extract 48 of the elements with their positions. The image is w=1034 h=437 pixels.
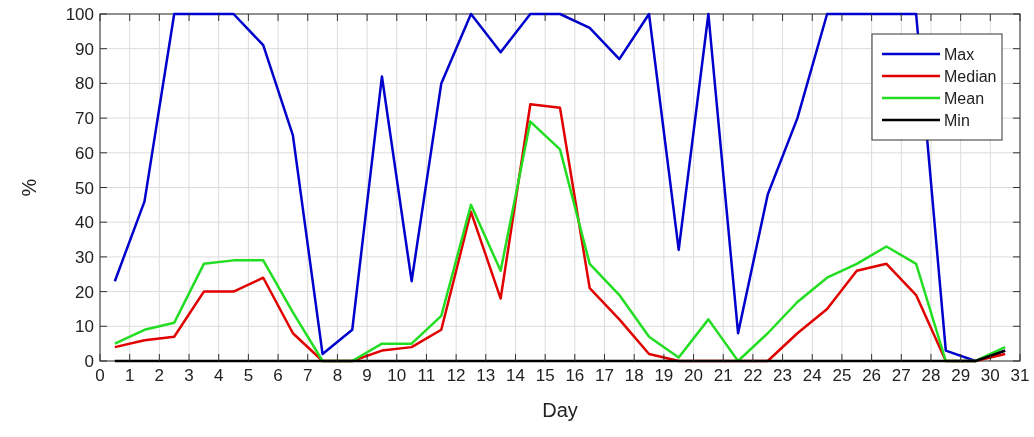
y-axis-title: %	[18, 178, 40, 197]
x-tick-label: 11	[417, 366, 436, 385]
x-tick-label: 19	[654, 366, 674, 385]
x-tick-label: 1	[124, 366, 135, 385]
y-tick-label: 20	[75, 282, 94, 302]
x-tick-label: 8	[332, 366, 343, 385]
x-tick-label: 31	[1010, 366, 1030, 385]
x-tick-label: 6	[273, 366, 283, 385]
x-tick-label: 15	[535, 366, 555, 385]
x-tick-label: 29	[951, 366, 971, 385]
x-tick-label: 4	[213, 366, 224, 385]
y-tick-label: 40	[75, 213, 94, 233]
x-tick-label: 5	[243, 366, 254, 385]
x-tick-label: 23	[773, 366, 793, 385]
x-tick-label: 10	[387, 366, 407, 385]
y-tick-label: 0	[84, 352, 94, 371]
x-tick-label: 16	[565, 366, 585, 385]
x-tick-label: 17	[595, 366, 614, 385]
y-tick-label: 50	[75, 178, 94, 198]
y-tick-label: 70	[75, 109, 94, 129]
y-tick-label: 100	[65, 5, 94, 24]
x-tick-label: 14	[506, 366, 525, 385]
y-tick-label: 60	[75, 143, 94, 163]
x-tick-label: 13	[476, 366, 496, 385]
x-tick-label: 22	[743, 366, 763, 385]
y-tick-label: 30	[75, 247, 94, 267]
x-tick-label: 28	[921, 366, 941, 385]
x-tick-label: 12	[446, 366, 466, 385]
x-tick-label: 9	[362, 366, 372, 385]
x-axis-title: Day	[542, 399, 578, 421]
x-tick-label: 7	[303, 366, 313, 385]
x-tick-label: 18	[624, 366, 644, 385]
y-tick-label: 90	[75, 39, 94, 59]
x-tick-label: 25	[832, 366, 852, 385]
x-tick-label: 3	[184, 366, 194, 385]
legend-label: Min	[944, 112, 970, 129]
legend-label: Median	[944, 68, 997, 85]
x-tick-label: 24	[802, 366, 822, 385]
x-tick-label: 27	[891, 366, 911, 385]
y-tick-label: 10	[75, 317, 94, 337]
x-tick-label: 2	[154, 366, 165, 385]
legend-label: Mean	[944, 90, 985, 107]
x-tick-label: 30	[980, 366, 1000, 385]
x-tick-label: 21	[713, 366, 733, 385]
y-tick-label: 80	[75, 74, 94, 94]
x-tick-label: 26	[862, 366, 882, 385]
x-tick-label: 20	[684, 366, 704, 385]
legend-label: Max	[944, 46, 975, 63]
